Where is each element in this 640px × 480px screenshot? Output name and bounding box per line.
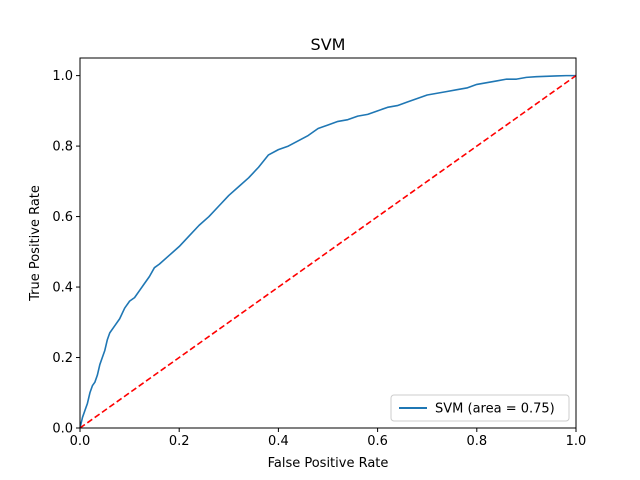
plot-area xyxy=(79,57,577,429)
x-axis: 0.0 0.2 0.4 0.6 0.8 1.0 xyxy=(70,428,587,449)
x-tick-label: 0.2 xyxy=(169,434,190,449)
roc-curve-line xyxy=(79,74,576,429)
series-layer xyxy=(79,74,577,429)
legend-label: SVM (area = 0.75) xyxy=(435,402,555,417)
x-tick-label: 0.0 xyxy=(70,434,91,449)
y-tick-label: 1.0 xyxy=(52,69,73,84)
y-tick-label: 0.8 xyxy=(52,140,73,155)
legend: SVM (area = 0.75) xyxy=(390,394,570,422)
y-tick-label: 0.4 xyxy=(52,281,73,296)
chance-diagonal-line xyxy=(79,74,577,429)
y-axis: 0.0 0.2 0.4 0.6 0.8 1.0 xyxy=(52,69,80,437)
chart-title: SVM xyxy=(311,35,346,54)
x-tick-label: 0.8 xyxy=(466,434,487,449)
x-tick-label: 0.4 xyxy=(268,434,289,449)
x-tick-label: 0.6 xyxy=(367,434,388,449)
legend-box xyxy=(390,394,570,422)
y-axis-label: True Positive Rate xyxy=(28,185,43,302)
plot-background xyxy=(80,58,576,428)
y-tick-label: 0.2 xyxy=(52,351,73,366)
axes-frame xyxy=(79,57,577,429)
y-tick-label: 0.6 xyxy=(52,210,73,225)
x-axis-label: False Positive Rate xyxy=(268,456,389,471)
y-tick-label: 0.0 xyxy=(52,422,73,437)
x-tick-label: 1.0 xyxy=(566,434,587,449)
